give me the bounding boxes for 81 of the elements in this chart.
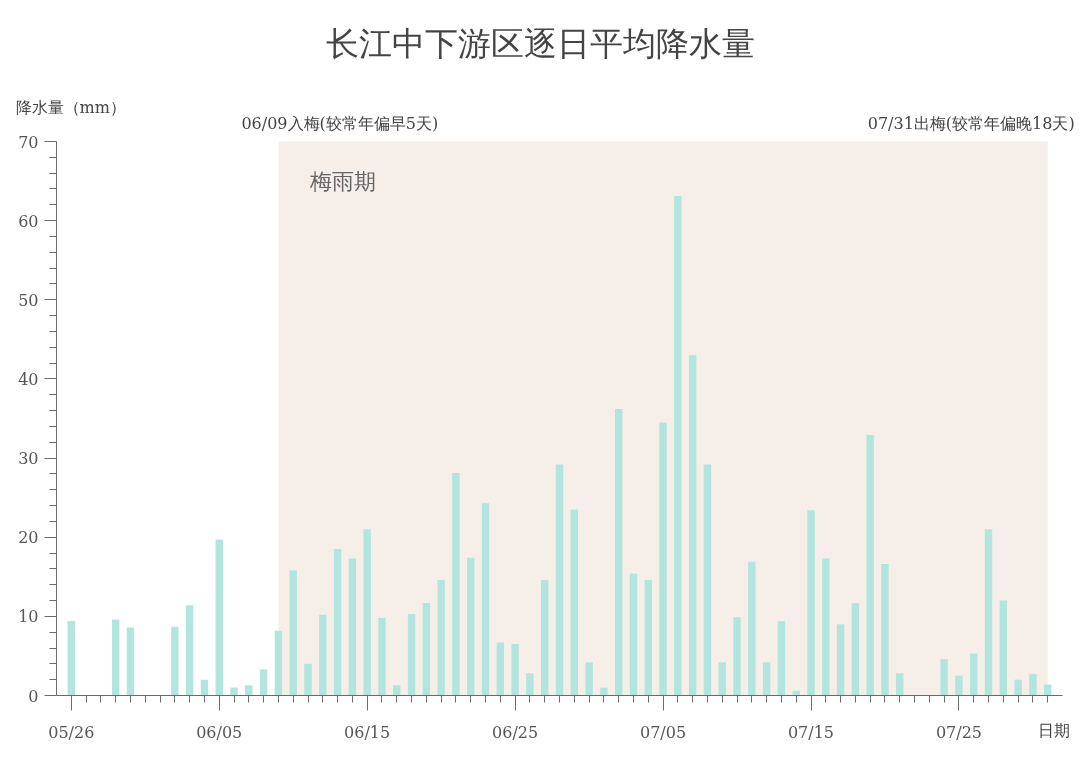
bar <box>614 409 623 696</box>
x-tick-label: 07/25 <box>935 722 982 742</box>
bar <box>718 662 726 696</box>
bar <box>585 662 593 696</box>
bar <box>304 663 312 696</box>
bar <box>999 600 1008 696</box>
bar <box>896 673 904 696</box>
bar <box>319 614 327 696</box>
bar <box>348 558 357 696</box>
bar <box>541 579 549 696</box>
x-tick-label: 06/15 <box>344 722 391 742</box>
y-tick-label: 40 <box>18 369 39 389</box>
bar <box>836 624 845 696</box>
bar <box>822 558 830 696</box>
bar <box>1014 679 1022 696</box>
bar <box>762 662 771 696</box>
chart-title: 长江中下游区逐日平均降水量 <box>326 24 755 63</box>
bar <box>407 613 416 696</box>
x-axis-title: 日期 <box>1037 721 1070 740</box>
x-tick-label: 07/05 <box>640 722 687 742</box>
bar <box>230 687 238 696</box>
bar <box>881 564 889 696</box>
bar <box>955 675 963 696</box>
y-tick-label: 30 <box>18 449 39 469</box>
bar <box>245 685 253 696</box>
bar <box>866 435 874 696</box>
bar <box>289 570 297 696</box>
bar <box>570 509 578 696</box>
band-label: 梅雨期 <box>309 169 377 194</box>
bar <box>215 539 223 696</box>
bar <box>1044 684 1052 696</box>
bar <box>259 669 268 696</box>
bar <box>422 602 431 696</box>
bar <box>274 630 283 696</box>
bar <box>437 579 445 696</box>
bar <box>555 464 564 696</box>
bar <box>777 621 786 696</box>
bar <box>452 473 460 696</box>
bar <box>511 644 519 696</box>
y-tick-label: 50 <box>18 290 39 310</box>
bar <box>171 626 179 696</box>
bar <box>200 679 209 696</box>
x-tick-label: 06/25 <box>492 722 539 742</box>
bar <box>688 355 697 696</box>
bar <box>733 617 741 696</box>
bar <box>674 196 682 696</box>
bar <box>970 653 978 696</box>
bar <box>111 619 120 696</box>
bar <box>185 605 194 696</box>
bar <box>703 464 712 696</box>
y-tick-label: 70 <box>18 132 39 152</box>
y-tick-label: 10 <box>18 607 39 627</box>
bar <box>496 642 505 696</box>
bar <box>467 557 475 696</box>
bar <box>629 573 638 696</box>
bar <box>393 685 401 696</box>
bar <box>807 510 815 696</box>
bar <box>940 659 948 696</box>
bar <box>984 529 993 696</box>
bar <box>600 687 608 696</box>
y-axis-title: 降水量（mm） <box>15 98 126 117</box>
x-tick-label: 06/05 <box>196 722 243 742</box>
bar <box>481 503 490 696</box>
bar <box>378 617 386 696</box>
bar <box>67 621 75 696</box>
bar <box>1029 674 1037 696</box>
y-tick-label: 20 <box>18 528 39 548</box>
bar <box>644 579 652 696</box>
bar <box>851 602 860 696</box>
bar <box>526 673 534 696</box>
bar <box>333 549 342 696</box>
y-tick-label: 0 <box>28 686 39 706</box>
bar <box>748 561 756 696</box>
bar <box>659 422 667 696</box>
bar <box>126 627 135 696</box>
text: 06/09入梅(较常年偏早5天) <box>241 113 439 133</box>
x-tick-label: 05/26 <box>48 722 95 742</box>
y-tick-label: 60 <box>18 211 39 231</box>
x-tick-label: 07/15 <box>787 722 835 742</box>
bar <box>363 529 371 696</box>
text: 07/31出梅(较常年偏晚18天) <box>867 113 1075 133</box>
